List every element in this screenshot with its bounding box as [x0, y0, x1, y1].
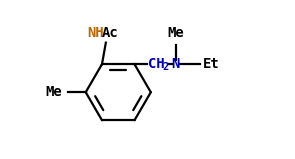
Text: N: N — [171, 57, 180, 71]
Text: 2: 2 — [163, 62, 169, 72]
Text: Ac: Ac — [101, 26, 118, 40]
Text: Et: Et — [203, 57, 219, 71]
Text: Me: Me — [167, 26, 184, 40]
Text: Me: Me — [46, 85, 63, 99]
Text: CH: CH — [148, 57, 165, 71]
Text: NH: NH — [88, 26, 104, 40]
